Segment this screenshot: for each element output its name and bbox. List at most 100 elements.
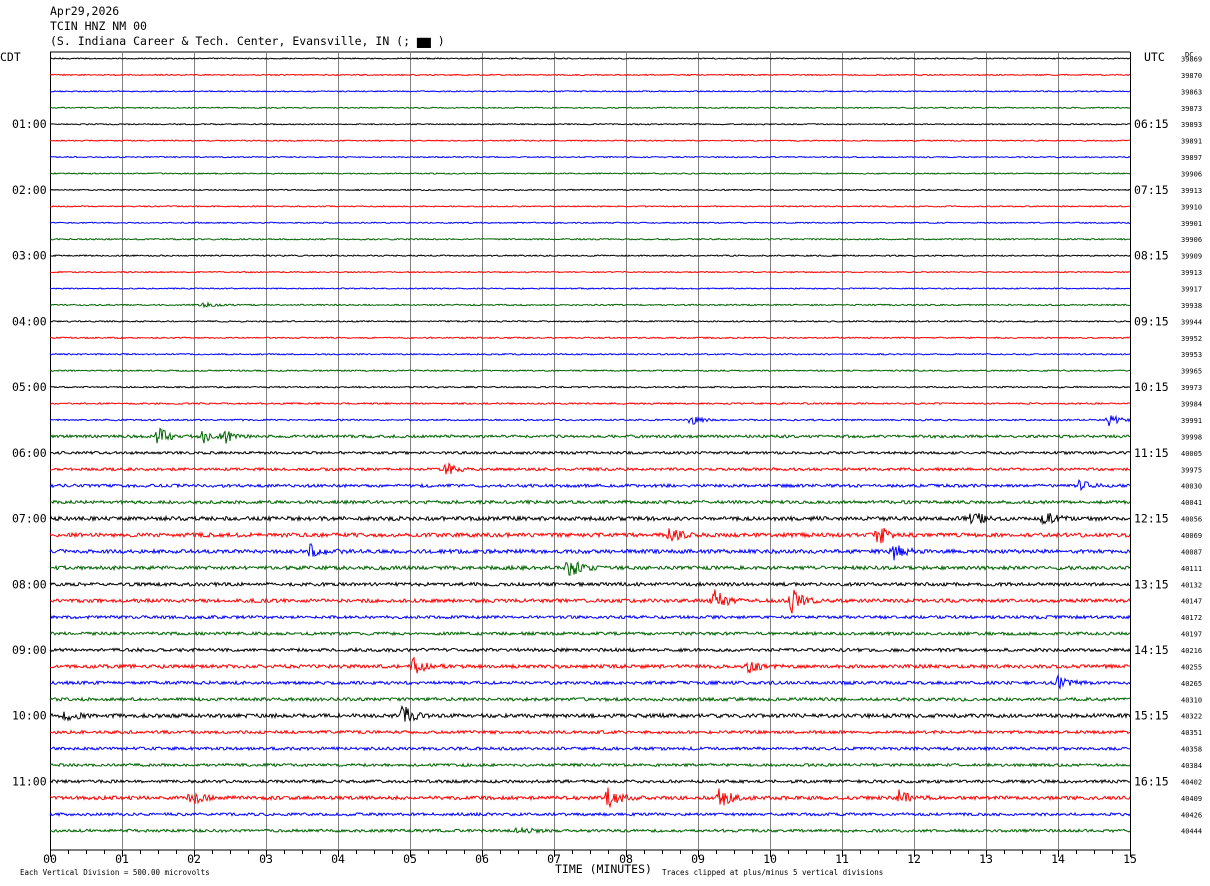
dc-value-label: 39869 (1181, 56, 1202, 64)
dc-value-labels: 39869 39870 39863 39873 39893 39891 39897 39906… (1181, 56, 1202, 836)
left-hour-label: 07:00 (12, 512, 47, 526)
dc-value-label: 39965 (1181, 368, 1202, 376)
trace-row (49, 745, 1130, 752)
header: Apr29,2026 TCIN HNZ NM 00 (S. Indiana Ca… (50, 4, 445, 48)
dc-value-label: 39913 (1181, 269, 1202, 277)
dc-value-label: 39975 (1181, 466, 1202, 474)
left-hour-label: 06:00 (12, 446, 47, 460)
trace-row (49, 450, 1131, 456)
dc-value-label: 39913 (1181, 187, 1202, 195)
trace-row (49, 287, 1131, 290)
left-hour-label: 10:00 (12, 709, 47, 723)
left-hour-label: 08:00 (12, 577, 47, 591)
trace-row (49, 369, 1131, 373)
left-hour-label: 11:00 (12, 774, 47, 788)
dc-value-label: 40351 (1181, 729, 1202, 737)
trace-row (49, 319, 1131, 323)
dc-value-label: 39953 (1181, 351, 1202, 359)
dc-value-label: 39938 (1181, 302, 1202, 310)
header-date: Apr29,2026 (50, 4, 119, 18)
x-tick-label: 06 (475, 852, 489, 866)
x-tick-label: 15 (1123, 852, 1137, 866)
trace-row (49, 527, 1131, 544)
dc-value-label: 39944 (1181, 318, 1202, 326)
trace-row (49, 301, 1131, 309)
trace-row (49, 122, 1130, 126)
trace-row (49, 646, 1131, 653)
trace-row (49, 479, 1131, 492)
trace-row (49, 401, 1131, 406)
dc-value-label: 40402 (1181, 778, 1202, 786)
dc-value-label: 40069 (1181, 532, 1202, 540)
x-tick-label: 01 (115, 852, 129, 866)
dc-value-label: 40384 (1181, 762, 1202, 770)
dc-value-label: 39952 (1181, 335, 1202, 343)
right-zone-label: UTC (1144, 50, 1165, 64)
trace-row (50, 57, 1131, 60)
trace-row (49, 560, 1131, 576)
x-tick-label: 00 (43, 852, 57, 866)
dc-value-label: 39984 (1181, 401, 1202, 409)
dc-value-label: 40358 (1181, 746, 1202, 754)
trace-row (49, 614, 1131, 620)
trace-row (49, 543, 1131, 561)
dc-value-label: 39891 (1181, 138, 1202, 146)
trace-row (49, 630, 1131, 637)
dc-value-label: 40409 (1181, 795, 1202, 803)
trace-row (49, 499, 1131, 506)
x-tick-label: 13 (979, 852, 993, 866)
right-hour-label: 08:15 (1134, 249, 1169, 263)
trace-row (49, 826, 1131, 835)
right-hour-label: 11:15 (1134, 446, 1169, 460)
left-hour-label: 03:00 (12, 249, 47, 263)
dc-value-label: 40310 (1181, 696, 1202, 704)
x-axis-title: TIME (MINUTES) (555, 862, 652, 876)
dc-value-label: 40265 (1181, 680, 1202, 688)
dc-value-label: 39909 (1181, 253, 1202, 261)
left-hour-label: 05:00 (12, 380, 47, 394)
x-tick-label: 03 (259, 852, 273, 866)
dc-value-label: 39873 (1181, 105, 1202, 113)
dc-value-label: 39870 (1181, 72, 1202, 80)
trace-row (49, 696, 1131, 703)
x-tick-label: 04 (331, 852, 345, 866)
dc-value-label: 40056 (1181, 516, 1202, 524)
dc-value-label: 39906 (1181, 236, 1202, 244)
trace-row (49, 221, 1131, 225)
trace-row (49, 762, 1131, 768)
left-hour-label: 04:00 (12, 314, 47, 328)
left-hour-labels: 01:00 02:00 03:00 04:00 05:00 06:00 07:00 08:00… (12, 117, 47, 788)
trace-row (50, 673, 1131, 690)
right-hour-label: 09:15 (1134, 314, 1169, 328)
x-tick-label: 12 (907, 852, 921, 866)
trace-row (50, 462, 1131, 475)
footer-clip-note: Traces clipped at plus/minus 5 vertical … (662, 868, 883, 877)
dc-column-label: DC (1185, 51, 1193, 59)
dc-value-label: 40255 (1181, 663, 1202, 671)
trace-row (49, 811, 1131, 817)
dc-value-label: 39893 (1181, 121, 1202, 129)
dc-value-label: 40111 (1181, 565, 1202, 573)
right-hour-label: 12:15 (1134, 512, 1169, 526)
footer-scale-note: Each Vertical Division = 500.00 microvol… (20, 868, 210, 877)
dc-value-label: 39998 (1181, 433, 1202, 441)
dc-value-label: 40030 (1181, 483, 1202, 491)
left-hour-label: 09:00 (12, 643, 47, 657)
x-tick-label: 08 (619, 852, 633, 866)
left-hour-label: 02:00 (12, 183, 47, 197)
right-hour-label: 13:15 (1134, 577, 1169, 591)
dc-value-label: 39901 (1181, 220, 1202, 228)
left-hour-label: 01:00 (12, 117, 47, 131)
trace-row (49, 73, 1131, 77)
x-tick-label: 11 (835, 852, 849, 866)
trace-row (49, 254, 1131, 258)
header-station: TCIN HNZ NM 00 (50, 19, 147, 33)
dc-value-label: 40322 (1181, 713, 1202, 721)
trace-row (49, 139, 1131, 142)
right-hour-label: 16:15 (1134, 774, 1169, 788)
right-hour-label: 15:15 (1134, 709, 1169, 723)
trace-row (49, 155, 1131, 159)
right-hour-label: 14:15 (1134, 643, 1169, 657)
trace-row (49, 205, 1131, 208)
dc-value-label: 40132 (1181, 581, 1202, 589)
